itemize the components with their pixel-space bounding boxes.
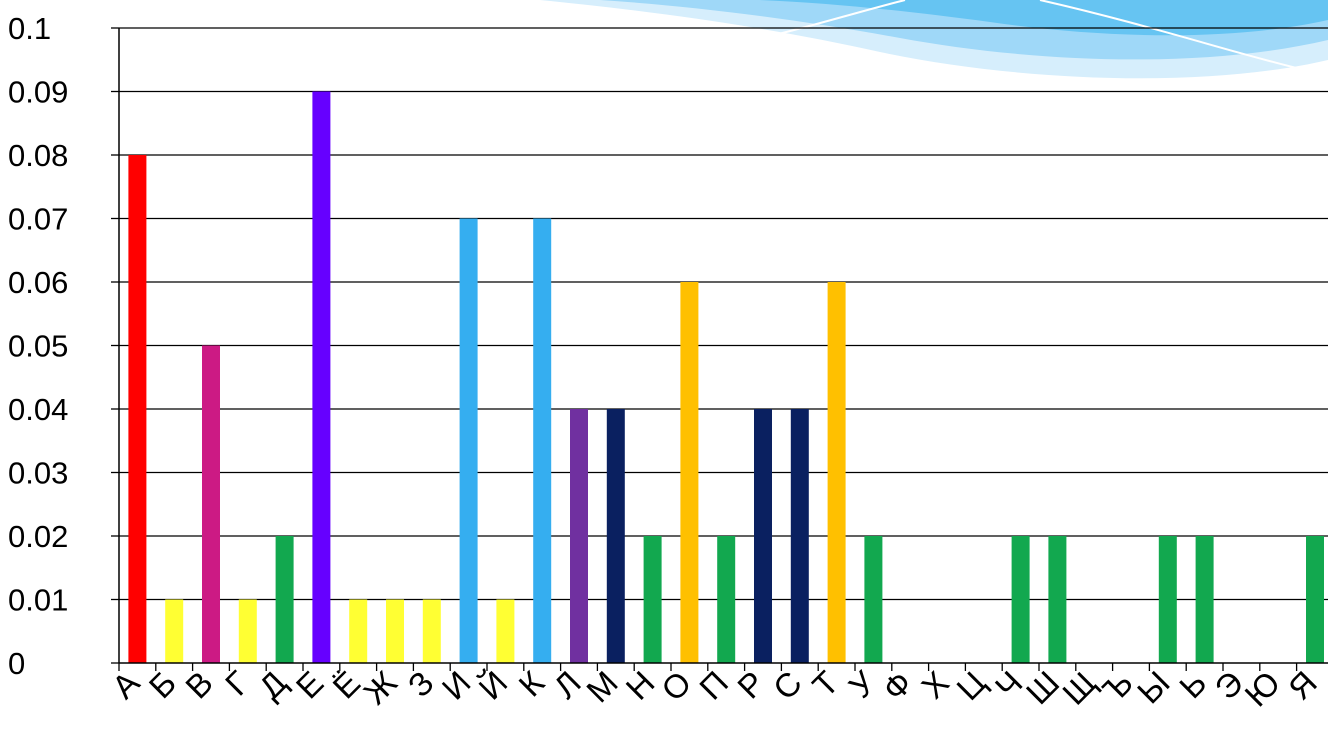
bar bbox=[606, 409, 625, 663]
y-tick-label: 0.05 bbox=[8, 329, 68, 364]
bar bbox=[570, 409, 588, 663]
bar bbox=[128, 155, 147, 663]
x-tick-label: К bbox=[511, 663, 551, 703]
bar bbox=[165, 599, 184, 663]
x-tick-label: Р bbox=[730, 664, 772, 706]
bar bbox=[386, 599, 404, 663]
bar bbox=[827, 282, 846, 663]
x-tick-label: Б bbox=[142, 664, 183, 705]
bar bbox=[790, 409, 809, 663]
axes bbox=[111, 27, 1328, 671]
bar bbox=[349, 599, 368, 663]
x-tick-label: Н bbox=[619, 664, 662, 707]
y-tick-label: 0.07 bbox=[8, 202, 68, 237]
banner-highlight-line-1 bbox=[744, 0, 906, 43]
y-tick-label: 0.09 bbox=[8, 75, 68, 110]
y-tick-label: 0.1 bbox=[8, 11, 51, 46]
x-tick-label: Й bbox=[471, 664, 514, 707]
bar bbox=[533, 218, 552, 663]
bar bbox=[1195, 536, 1214, 663]
x-tick-label: Щ bbox=[1055, 664, 1103, 712]
y-tick-label: 0.01 bbox=[8, 583, 68, 618]
y-tick-label: 0 bbox=[8, 646, 25, 681]
x-tick-label: И bbox=[435, 664, 478, 707]
x-tick-label: О bbox=[654, 664, 698, 708]
x-tick-label: Е bbox=[289, 664, 331, 706]
decorative-banner bbox=[540, 0, 1328, 79]
bar bbox=[864, 536, 883, 663]
banner-highlight-line-2 bbox=[1039, 0, 1306, 71]
bar bbox=[754, 409, 772, 663]
bar bbox=[202, 345, 220, 663]
x-tick-label: М bbox=[579, 664, 625, 710]
x-tick-label: Ф bbox=[875, 664, 919, 708]
bar bbox=[312, 91, 331, 663]
x-tick-label: Т bbox=[805, 664, 845, 704]
bar bbox=[717, 536, 736, 663]
bar bbox=[496, 599, 515, 663]
x-tick-label: Я bbox=[1281, 664, 1324, 707]
x-tick-label: Х bbox=[914, 664, 956, 706]
bar bbox=[1011, 536, 1030, 663]
y-axis-tick-labels: 0 0.01 0.02 0.03 0.04 0.05 0.06 0.07 0.08 0.09 0.1 bbox=[8, 11, 68, 681]
bar bbox=[459, 218, 478, 663]
y-tick-label: 0.08 bbox=[8, 138, 68, 173]
x-tick-label: А bbox=[105, 664, 147, 706]
x-tick-label: З bbox=[400, 664, 440, 704]
bars bbox=[128, 91, 1324, 663]
x-tick-label: Г bbox=[218, 664, 257, 703]
y-tick-label: 0.06 bbox=[8, 265, 68, 300]
bar bbox=[1306, 536, 1324, 663]
x-tick-label: Ь bbox=[1172, 664, 1213, 705]
bar bbox=[238, 599, 257, 663]
x-tick-label: П bbox=[692, 664, 735, 707]
x-tick-label: Ы bbox=[1130, 664, 1177, 711]
x-tick-label: Ж bbox=[356, 663, 404, 711]
y-tick-label: 0.04 bbox=[8, 392, 68, 427]
gridlines bbox=[119, 27, 1328, 601]
x-tick-label: Ю bbox=[1237, 664, 1287, 714]
y-tick-label: 0.02 bbox=[8, 519, 68, 554]
x-tick-label: С bbox=[766, 664, 809, 707]
bar bbox=[1048, 536, 1067, 663]
x-tick-label: В bbox=[178, 664, 220, 706]
bar bbox=[422, 599, 441, 663]
y-tick-label: 0.03 bbox=[8, 456, 68, 491]
bar bbox=[680, 282, 699, 663]
x-tick-label: Ц bbox=[949, 664, 992, 707]
bar bbox=[1158, 536, 1177, 663]
bar bbox=[275, 536, 294, 663]
banner-shape-front bbox=[760, 0, 1328, 36]
x-tick-label: Д bbox=[252, 664, 294, 706]
bar bbox=[643, 536, 662, 663]
